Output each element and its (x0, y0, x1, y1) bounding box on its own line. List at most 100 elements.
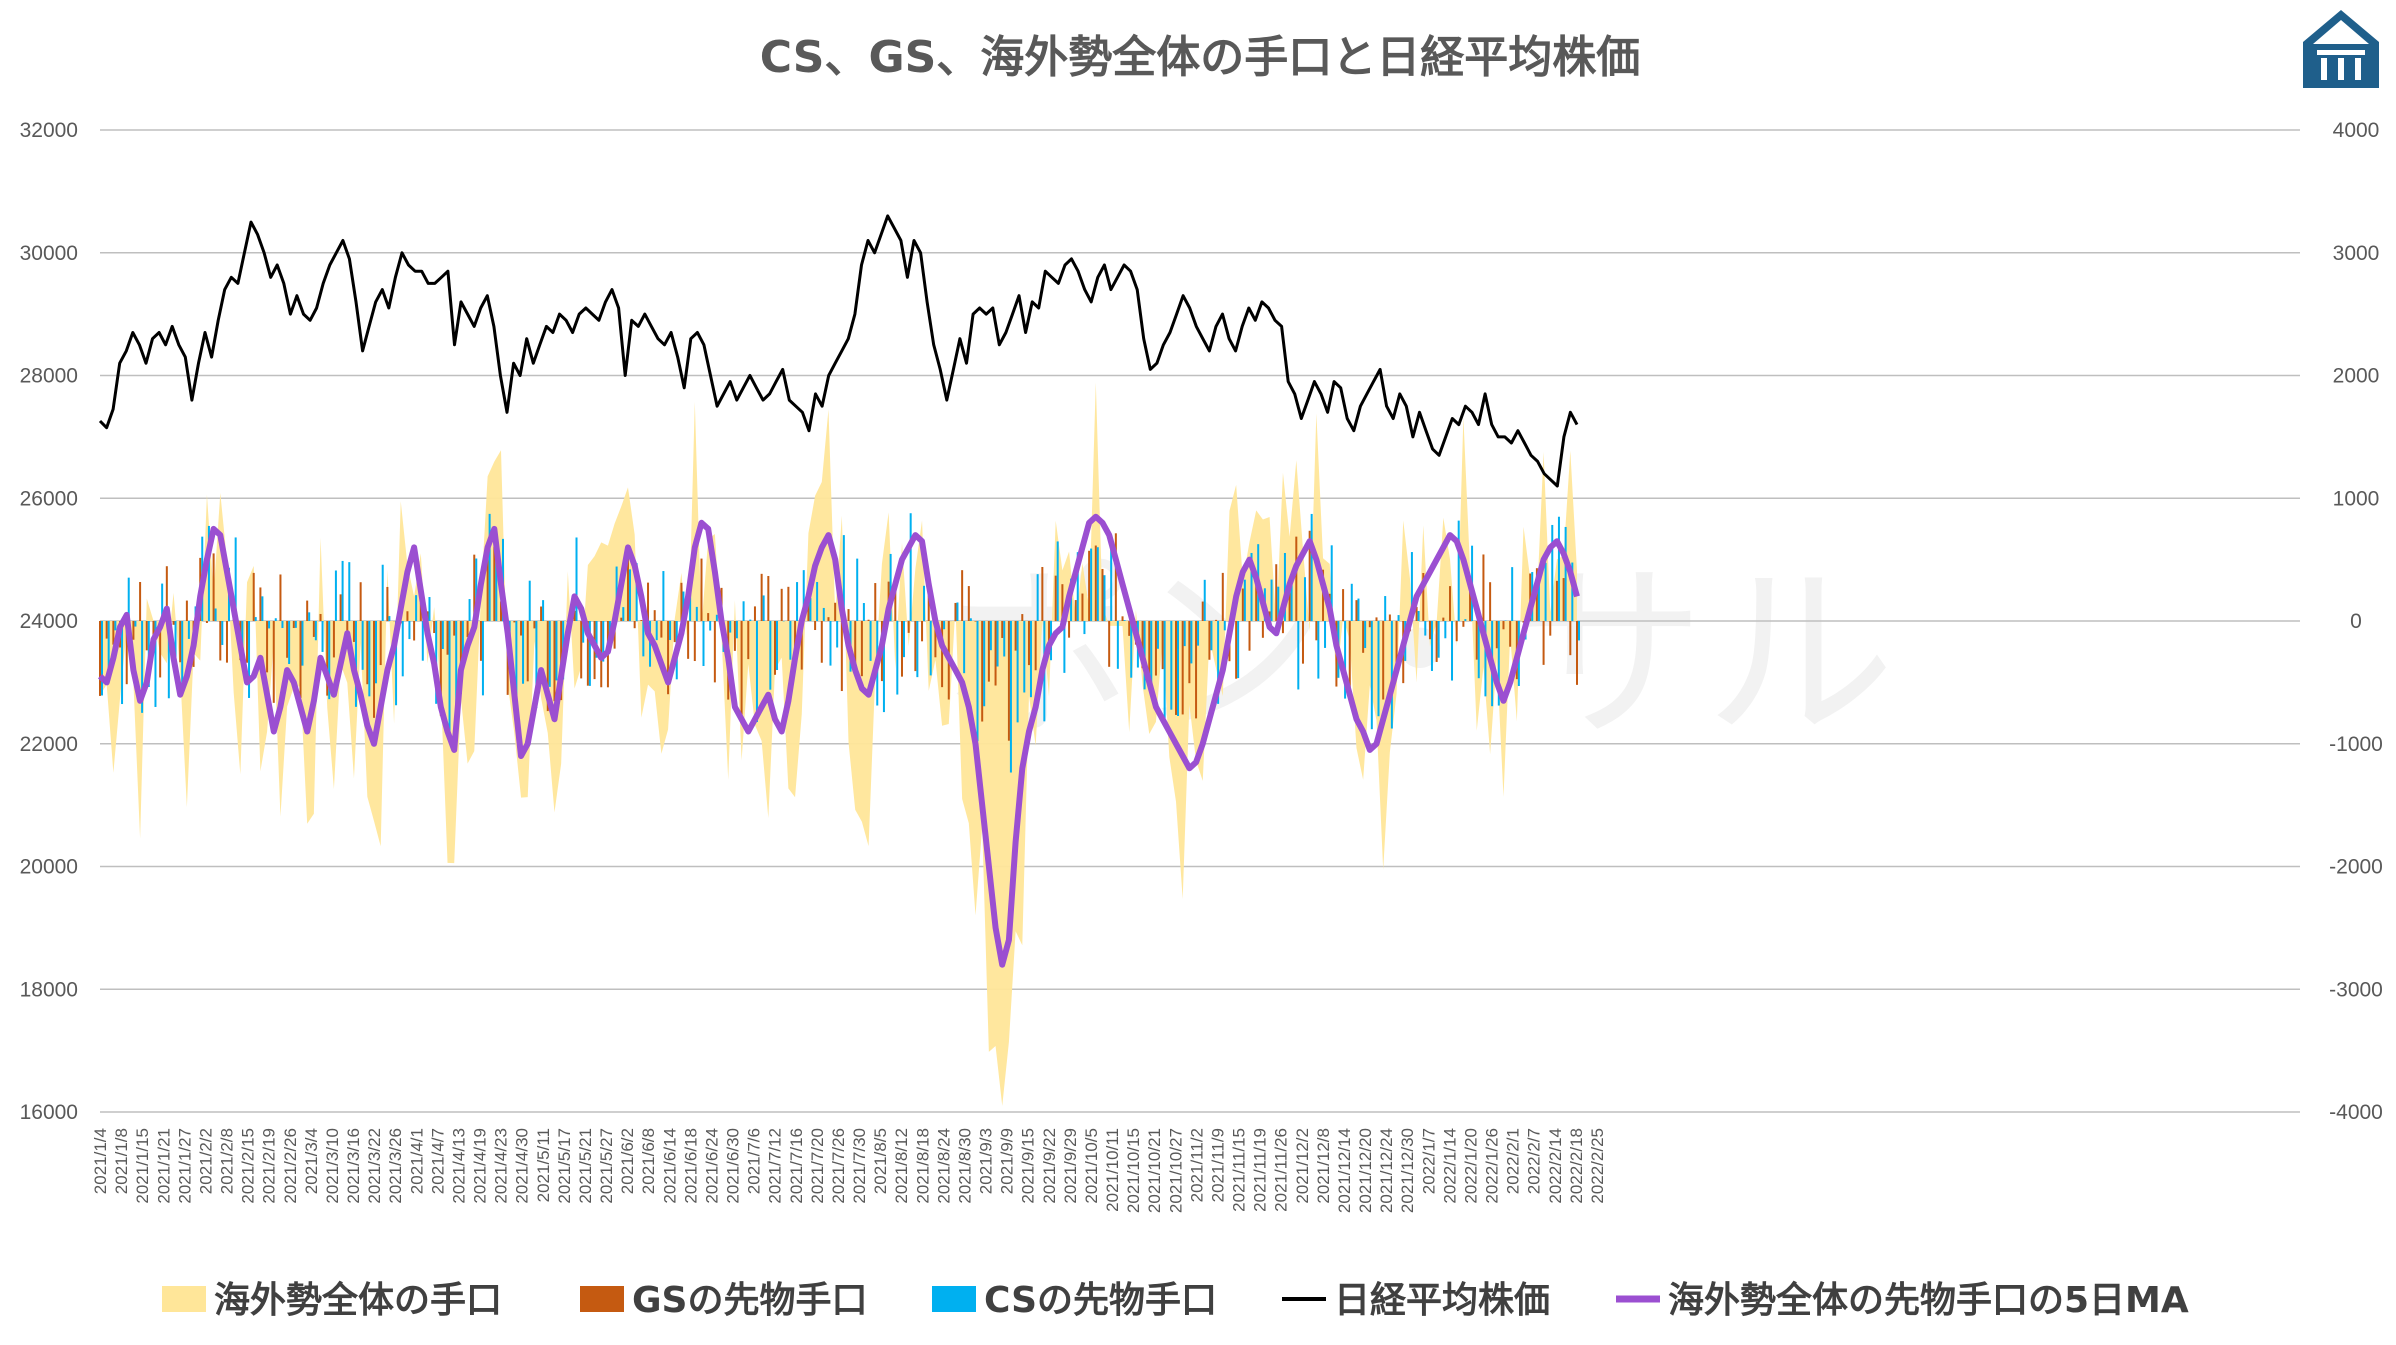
gs-bar (1221, 572, 1224, 621)
cs-bar (274, 618, 277, 621)
cs-bar (943, 621, 946, 630)
gs-bar (359, 582, 362, 621)
cs-bar (1310, 513, 1313, 621)
cs-bar (996, 621, 999, 667)
x-tick-label: 2021/5/21 (576, 1128, 595, 1204)
gs-bar (379, 621, 382, 666)
cs-bar (1009, 621, 1012, 773)
gs-bar (99, 621, 101, 696)
right-tick-label: -1000 (2329, 733, 2383, 756)
gs-bar (205, 621, 208, 623)
gs-bar (1569, 621, 1572, 656)
gs-bar (934, 621, 937, 658)
cs-bar (622, 607, 625, 621)
cs-bar (1003, 621, 1006, 657)
gs-bar (760, 573, 763, 621)
cs-bar (181, 621, 184, 690)
gs-bar (1342, 589, 1345, 621)
x-tick-label: 2021/6/8 (639, 1128, 658, 1194)
gs-bar (466, 621, 469, 638)
cs-bar (361, 621, 364, 670)
legend-label: GSの先物手口 (632, 1280, 867, 1321)
cs-bar (1277, 586, 1280, 621)
gs-bar (1114, 533, 1117, 621)
cs-bar (1390, 621, 1393, 729)
gs-bar (225, 621, 228, 663)
cs-bar (428, 597, 431, 621)
cs-bar (1183, 621, 1186, 647)
x-tick-label: 2021/4/23 (492, 1128, 511, 1204)
left-tick-label: 26000 (20, 487, 78, 510)
gs-bar (352, 621, 355, 642)
cs-bar (1036, 574, 1039, 621)
gs-bar (1007, 621, 1010, 741)
gs-bar (1027, 621, 1030, 666)
cs-bar (635, 563, 638, 621)
cs-bar (348, 562, 351, 621)
cs-bar (328, 621, 331, 700)
left-tick-label: 32000 (20, 119, 78, 142)
cs-bar (1410, 552, 1413, 621)
left-tick-label: 20000 (20, 856, 78, 879)
cs-bar (187, 621, 190, 639)
legend-label: 日経平均株価 (1334, 1280, 1550, 1321)
x-tick-label: 2021/1/21 (154, 1128, 173, 1204)
cs-bar (789, 621, 792, 660)
gs-bar (1288, 578, 1291, 621)
gs-bar (800, 621, 803, 670)
x-tick-label: 2021/3/22 (365, 1128, 384, 1204)
gs-bar (439, 621, 442, 717)
gs-bar (626, 545, 629, 621)
gs-bar (914, 621, 917, 672)
cs-bar (1163, 621, 1166, 719)
cs-bar (294, 621, 297, 628)
cs-bar (1083, 621, 1086, 635)
x-tick-label: 2021/4/19 (471, 1128, 490, 1204)
gs-bar (713, 621, 716, 683)
gs-bar (520, 621, 523, 636)
gs-bar (546, 621, 549, 712)
right-tick-label: -4000 (2329, 1101, 2383, 1124)
cs-bar (649, 621, 652, 667)
cs-bar (455, 621, 458, 729)
gs-bar (125, 621, 128, 685)
gs-bar (486, 552, 489, 621)
gs-bar (1502, 621, 1505, 630)
cs-bar (388, 616, 391, 621)
cs-bar (114, 621, 117, 631)
x-tick-label: 2022/1/26 (1483, 1128, 1502, 1204)
gs-bar (767, 575, 770, 621)
x-tick-label: 2021/11/26 (1272, 1128, 1291, 1212)
right-tick-label: 4000 (2333, 119, 2380, 142)
x-tick-label: 2021/3/16 (344, 1128, 363, 1204)
cs-bar (582, 621, 585, 643)
x-tick-label: 2021/6/24 (702, 1128, 721, 1204)
gs-bar (900, 621, 903, 677)
nikkei-line (98, 214, 1579, 488)
cs-bar (1484, 621, 1487, 697)
gs-bar (1455, 621, 1458, 642)
gs-bar (687, 621, 690, 659)
cs-bar (488, 513, 491, 621)
gs-bar (660, 621, 663, 638)
right-tick-label: -2000 (2329, 856, 2383, 879)
gs-bar (112, 621, 115, 645)
cs-bar (134, 621, 137, 627)
gs-bar (954, 602, 957, 621)
cs-bar (1457, 520, 1460, 621)
gs-bar (1255, 578, 1258, 621)
cs-bar (1016, 621, 1019, 723)
cs-bar (141, 621, 144, 713)
x-tick-label: 2021/2/19 (260, 1128, 279, 1204)
cs-bar (154, 621, 157, 707)
gs-bar (753, 606, 756, 621)
gs-bar (292, 621, 295, 629)
gs-bar (680, 582, 683, 621)
gs-bar (1375, 617, 1378, 621)
left-tick-label: 30000 (20, 242, 78, 265)
gs-bar (1469, 588, 1472, 621)
gs-bar (780, 588, 783, 621)
cs-bar (1317, 621, 1320, 679)
x-tick-label: 2021/4/13 (449, 1128, 468, 1204)
right-tick-label: 2000 (2333, 365, 2380, 388)
